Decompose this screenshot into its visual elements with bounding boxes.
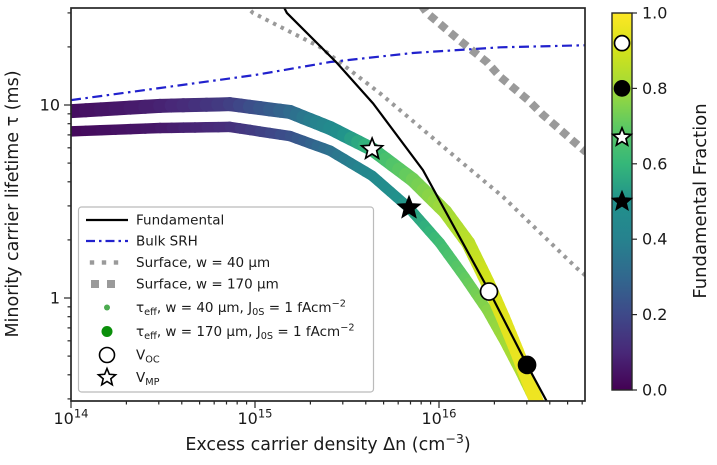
legend-item: Surface, w = 170 μm bbox=[91, 277, 279, 293]
legend-label: Bulk SRH bbox=[136, 234, 198, 250]
legend-label: τeff, w = 170 μm, J0S = 1 fAcm−2 bbox=[136, 323, 355, 342]
legend-label: Surface, w = 170 μm bbox=[136, 277, 279, 293]
colorbar-tick-label: 0.4 bbox=[642, 230, 667, 249]
legend-label: Surface, w = 40 μm bbox=[136, 255, 270, 271]
legend-item: VOC bbox=[98, 346, 160, 366]
colorbar-label: Fundamental Fraction bbox=[690, 103, 711, 298]
operating-point-markers bbox=[359, 135, 537, 375]
axes: 1014 1015 1016 10 1 bbox=[40, 12, 583, 428]
colorbar-tick-label: 0.2 bbox=[642, 305, 667, 324]
y-tick-label: 10 bbox=[40, 96, 60, 115]
x-tick-label: 1016 bbox=[421, 407, 456, 428]
x-tick-label: 1015 bbox=[237, 407, 272, 428]
legend-item: τeff, w = 40 μm, J0S = 1 fAcm−2 bbox=[104, 299, 346, 318]
legend-item: Bulk SRH bbox=[86, 234, 198, 250]
series-fundamental bbox=[283, 8, 548, 401]
colorbar-tick-label: 0.8 bbox=[642, 79, 667, 98]
legend-label: τeff, w = 40 μm, J0S = 1 fAcm−2 bbox=[136, 299, 346, 318]
plot-spines bbox=[70, 7, 586, 402]
y-tick-label: 1 bbox=[50, 289, 60, 308]
legend-item: Surface, w = 40 μm bbox=[89, 255, 270, 271]
legend-label: Fundamental bbox=[136, 213, 224, 229]
x-axis-label: Excess carrier density Δn (cm−3) bbox=[185, 431, 470, 455]
series--eff-w-170-m-j0s-1-facm-2 bbox=[71, 97, 545, 401]
legend-item: τeff, w = 170 μm, J0S = 1 fAcm−2 bbox=[101, 323, 355, 342]
legend-label: VMP bbox=[136, 370, 160, 388]
y-axis-label: Minority carrier lifetime τ (ms) bbox=[3, 70, 23, 337]
colorbar: 1.0 0.8 0.6 0.4 0.2 0.0 Fundamental Fraction bbox=[610, 4, 711, 400]
plot-area bbox=[71, 8, 585, 401]
colorbar-tick-label: 0.0 bbox=[642, 381, 667, 400]
series-surface-w-40-m bbox=[245, 8, 585, 278]
series-surface-w-170-m bbox=[418, 8, 585, 156]
x-tick-label: 1014 bbox=[53, 407, 88, 428]
legend-label: VOC bbox=[136, 348, 160, 366]
legend-item: VMP bbox=[96, 366, 160, 388]
legend: Fundamental Bulk SRH Surface, w = 40 μm Sur… bbox=[77, 206, 375, 393]
colorbar-tick-label: 1.0 bbox=[642, 4, 667, 23]
series-bulk-srh bbox=[71, 44, 585, 102]
legend-item: Fundamental bbox=[86, 213, 224, 229]
colorbar-tick-label: 0.6 bbox=[642, 154, 667, 173]
